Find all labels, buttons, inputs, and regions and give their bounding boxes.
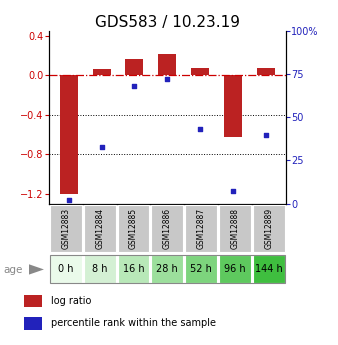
Point	[197, 127, 203, 132]
Text: GSM12886: GSM12886	[163, 208, 172, 249]
Bar	[50, 255, 82, 283]
Point	[263, 132, 269, 137]
Text: GSM12884: GSM12884	[95, 208, 104, 249]
Bar	[191, 68, 209, 76]
Bar	[24, 317, 42, 329]
Bar	[151, 205, 183, 252]
Bar	[253, 255, 285, 283]
Bar	[257, 68, 275, 76]
Polygon shape	[29, 264, 44, 275]
Bar	[151, 255, 183, 283]
Text: 28 h: 28 h	[156, 264, 178, 274]
Text: 96 h: 96 h	[224, 264, 246, 274]
Text: 16 h: 16 h	[123, 264, 144, 274]
Text: 8 h: 8 h	[92, 264, 107, 274]
Text: 52 h: 52 h	[190, 264, 212, 274]
Bar	[24, 295, 42, 307]
Text: GSM12889: GSM12889	[264, 208, 273, 249]
Bar	[158, 54, 176, 76]
Text: log ratio: log ratio	[51, 296, 91, 306]
Point	[66, 197, 71, 203]
Text: age: age	[3, 265, 23, 275]
Point	[99, 144, 104, 149]
Bar	[253, 205, 285, 252]
Point	[132, 83, 137, 89]
Bar	[84, 255, 116, 283]
Bar	[118, 255, 149, 283]
Bar	[93, 69, 111, 76]
Text: 0 h: 0 h	[58, 264, 74, 274]
Bar	[185, 255, 217, 283]
Bar	[125, 59, 144, 76]
Bar	[219, 205, 251, 252]
Text: percentile rank within the sample: percentile rank within the sample	[51, 318, 216, 328]
Text: GSM12888: GSM12888	[231, 208, 239, 249]
Point	[230, 189, 236, 194]
Point	[165, 77, 170, 82]
Bar	[50, 205, 82, 252]
Bar	[185, 205, 217, 252]
Text: 144 h: 144 h	[255, 264, 283, 274]
Text: GSM12883: GSM12883	[62, 208, 70, 249]
Bar	[84, 205, 116, 252]
Title: GDS583 / 10.23.19: GDS583 / 10.23.19	[95, 15, 240, 30]
Bar	[224, 76, 242, 137]
Bar	[118, 205, 149, 252]
Text: GSM12887: GSM12887	[197, 208, 206, 249]
Bar	[60, 76, 78, 194]
Bar	[219, 255, 251, 283]
Text: GSM12885: GSM12885	[129, 208, 138, 249]
